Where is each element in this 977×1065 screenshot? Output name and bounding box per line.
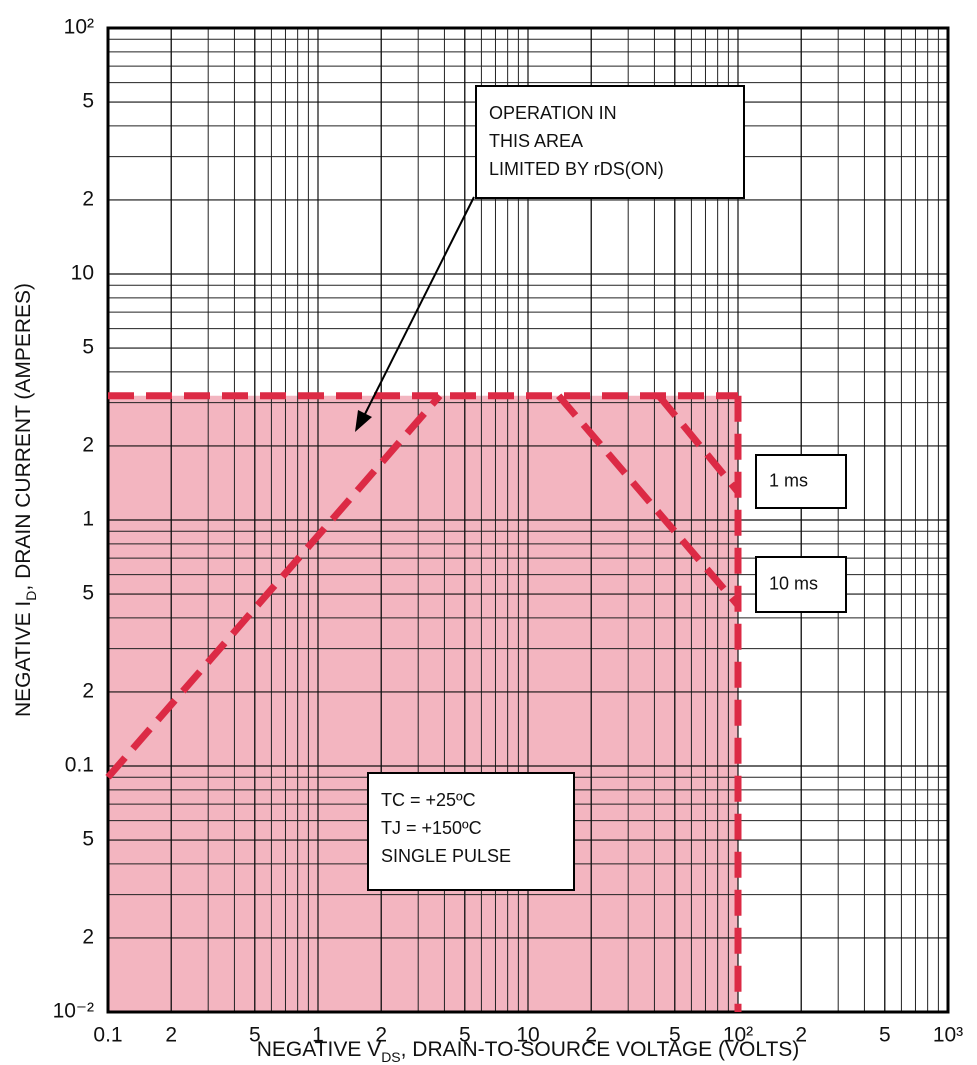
x-tick-label: 2 [375,1024,387,1047]
x-tick-label: 10³ [933,1024,963,1047]
y-tick-label: 2 [82,433,94,456]
label-part: NEGATIVE V [257,1038,381,1061]
x-axis-label: NEGATIVE VDS, DRAIN-TO-SOURCE VOLTAGE (V… [257,1038,800,1065]
annotation-text: THIS AREA [489,131,583,151]
label-part: , DRAIN CURRENT (AMPERES) [12,283,35,591]
y-tick-label: 2 [82,187,94,210]
x-tick-label: 5 [669,1024,681,1047]
label-part: DS [381,1049,400,1065]
y-tick-label: 10 [71,262,94,285]
annotation-text: TJ = +150ºC [381,818,482,838]
arrow [361,196,475,421]
boundary-line [105,393,443,780]
y-tick-label: 5 [82,336,94,359]
y-tick-label: 0.1 [65,754,94,777]
plot-frame [106,26,950,1014]
annotation-box [755,454,847,509]
x-tick-label: 5 [879,1024,891,1047]
label-part: D [23,591,39,601]
annotation-text: SINGLE PULSE [381,846,511,866]
y-tick-label: 10² [64,16,94,39]
annotation-box [755,556,847,613]
annotation-text: 10 ms [769,573,818,593]
x-tick-label: 5 [249,1024,261,1047]
y-tick-label: 5 [82,828,94,851]
x-tick-label: 2 [585,1024,597,1047]
safe-area [108,395,738,1012]
y-axis-label: NEGATIVE ID, DRAIN CURRENT (AMPERES) [12,283,39,717]
x-tick-label: 10 [516,1024,539,1047]
annotation-text: OPERATION IN [489,103,617,123]
x-tick-label: 1 [312,1024,324,1047]
y-tick-label: 1 [82,508,94,531]
boundary-line [656,393,741,495]
annotation-text: TC = +25ºC [381,790,476,810]
annotation-box [367,772,575,891]
annotation-text: LIMITED BY rDS(ON) [489,159,664,179]
x-tick-label: 10² [723,1024,753,1047]
x-tick-label: 0.1 [93,1024,122,1047]
annotation-box [475,85,745,199]
y-tick-label: 10⁻² [53,1000,94,1023]
arrow-head [355,410,372,432]
y-tick-label: 5 [82,90,94,113]
y-tick-label: 2 [82,925,94,948]
y-tick-label: 2 [82,679,94,702]
boundary-line [556,393,741,608]
x-tick-label: 2 [165,1024,177,1047]
x-tick-label: 2 [795,1024,807,1047]
label-part: , DRAIN-TO-SOURCE VOLTAGE (VOLTS) [401,1038,800,1061]
label-part: NEGATIVE I [12,601,35,717]
y-tick-label: 5 [82,582,94,605]
annotation-text: 1 ms [769,470,808,490]
x-tick-label: 5 [459,1024,471,1047]
